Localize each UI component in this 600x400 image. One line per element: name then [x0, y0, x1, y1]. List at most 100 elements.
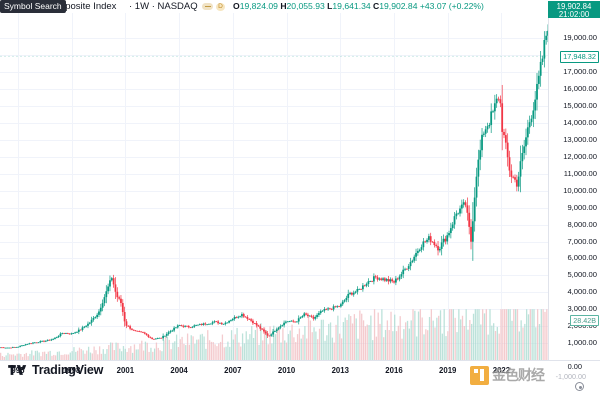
candle-body [383, 278, 386, 281]
volume-bar [93, 346, 95, 360]
candle-body [26, 344, 29, 345]
volume-bar [346, 320, 348, 360]
volume-bar [461, 315, 464, 360]
price-tick-label: 4,000.00 [567, 287, 597, 297]
volume-bar [467, 329, 469, 360]
candle-body [435, 245, 438, 247]
volume-bar [177, 347, 180, 360]
candle-body [442, 238, 445, 243]
volume-bar [139, 343, 141, 360]
symbol-interval-exchange[interactable]: · 1W · NASDAQ [129, 1, 198, 12]
volume-bar [502, 309, 504, 360]
volume-bar [333, 342, 335, 360]
volume-bar [168, 339, 170, 360]
candle-body [482, 133, 485, 135]
volume-bar [236, 327, 238, 360]
volume-bar [410, 320, 412, 360]
volume-bar [342, 322, 345, 360]
volume-bar [86, 350, 88, 360]
volume-bar [111, 342, 114, 360]
gridline [286, 13, 288, 360]
candle-body [151, 337, 154, 339]
volume-bar [366, 324, 368, 360]
volume-bar [207, 330, 209, 360]
candle-body [325, 308, 328, 310]
volume-bar [122, 346, 125, 360]
dash-pill-icon[interactable] [202, 3, 213, 10]
volume-bar [179, 339, 181, 360]
candle-body [129, 326, 132, 329]
volume-bar [386, 320, 389, 360]
volume-bar [458, 309, 460, 360]
candle-body [226, 322, 229, 324]
candle-body [281, 325, 284, 327]
candle-body [165, 333, 168, 336]
candle-body [65, 333, 67, 334]
candle-body [37, 342, 40, 344]
volume-bar [383, 337, 385, 360]
candle-body [96, 314, 99, 318]
candle-body [477, 159, 480, 177]
candle-body [448, 233, 450, 236]
candle-body [316, 314, 318, 317]
volume-bar [375, 336, 378, 360]
volume-bar [130, 346, 132, 360]
ohlc-values: O19,824.09 H20,055.93 L19,641.34 C19,902… [233, 0, 484, 13]
candle-body [332, 306, 335, 310]
volume-bar [175, 334, 178, 360]
candle-body [215, 321, 218, 323]
volume-bar [364, 326, 367, 360]
candle-body [257, 325, 260, 327]
data-badge[interactable]: D [216, 2, 225, 11]
price-tick-label: 6,000.00 [567, 253, 597, 263]
price-tick-label: 12,000.00 [563, 151, 597, 161]
volume-bar [183, 343, 185, 360]
volume-bar [170, 349, 172, 360]
price-tick-label: 11,000.00 [563, 168, 597, 178]
candle-body [468, 212, 471, 227]
volume-bar [443, 309, 445, 360]
candle-body [314, 316, 317, 319]
candle-body [50, 339, 53, 341]
candle-body [382, 278, 384, 280]
candle-body [504, 135, 507, 143]
open-value: 19,824.09 [239, 1, 278, 11]
volume-bar [225, 346, 227, 360]
volume-bar [12, 354, 15, 360]
candle-body [301, 316, 304, 318]
candle-body [449, 228, 452, 234]
volume-line-label: 28.42B [570, 314, 599, 326]
volume-bar [108, 345, 110, 360]
volume-bar [11, 354, 13, 360]
candle-body [142, 331, 144, 333]
chart-plot-area[interactable] [0, 13, 548, 360]
volume-bar [390, 311, 392, 360]
candle-body [136, 330, 139, 332]
candle-body [63, 333, 66, 335]
volume-bar [535, 327, 537, 360]
candle-body [488, 124, 491, 127]
candle-body [415, 253, 417, 257]
time-axis[interactable]: 995 1998 2001 2004 2007 2010 2013 2016 2019 2022 … [0, 360, 600, 400]
candle-body [57, 336, 60, 338]
candle-body [167, 332, 170, 334]
price-line-label: 17,948.32 [560, 51, 599, 64]
candle-body [503, 131, 505, 136]
symbol-name[interactable]: omposite Index [52, 1, 117, 12]
volume-bar [463, 326, 465, 360]
candle-body [398, 276, 401, 280]
reset-target-icon[interactable] [575, 382, 584, 391]
volume-bar [348, 314, 350, 360]
candle-body [475, 176, 478, 198]
candle-body [350, 292, 353, 295]
candle-body [530, 118, 533, 123]
price-axis[interactable]: 1,000.00 2,000.00 3,000.00 4,000.00 5,000.00… [548, 13, 600, 360]
candle-body [153, 338, 155, 340]
volume-bar [511, 320, 513, 360]
candle-body [28, 343, 31, 345]
candle-body [471, 221, 474, 242]
volume-bar [293, 337, 295, 360]
time-tick-label: 2001 [116, 366, 135, 375]
candle-body [52, 338, 55, 340]
volume-bar [476, 309, 478, 360]
